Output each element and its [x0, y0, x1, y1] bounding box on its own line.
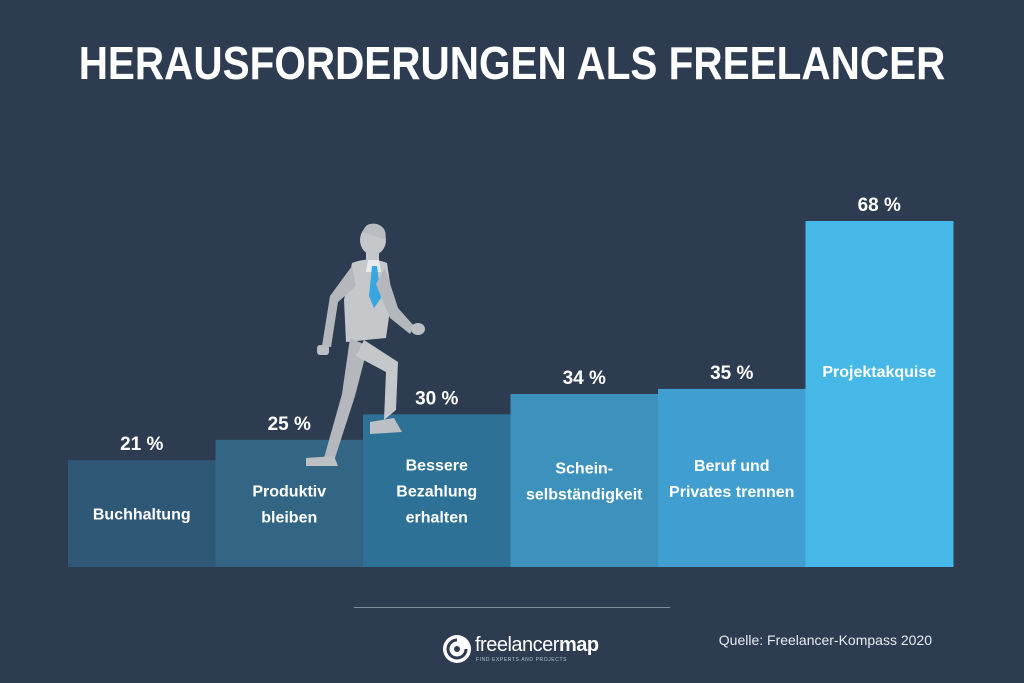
value-label-5: 35 % — [710, 363, 753, 384]
source-note: Quelle: Freelancer-Kompass 2020 — [718, 632, 932, 648]
chart-title: HERAUSFORDERUNGEN ALS FREELANCER — [78, 37, 946, 89]
category-label-line: Bezahlung — [396, 484, 477, 501]
category-label-line: Bessere — [406, 458, 468, 475]
category-label-line: Privates trennen — [669, 484, 794, 501]
freelancermap-logo-icon — [443, 635, 471, 663]
category-label-2: Produktiv bleiben — [252, 483, 326, 526]
value-label-6: 68 % — [858, 195, 901, 216]
category-labels-group: Buchhaltung Produktiv bleiben Bessere Bezahl… — [93, 364, 936, 527]
walking-businessman-illustration — [306, 223, 425, 466]
category-label-line: selbständigkeit — [526, 487, 643, 504]
category-label-line: Produktiv — [252, 483, 326, 500]
logo-name-bold: map — [558, 634, 599, 656]
category-label-6: Projektakquise — [822, 364, 936, 381]
bar-1 — [68, 460, 216, 567]
logo-wordmark: freelancermap — [475, 634, 599, 657]
divider-line — [354, 607, 670, 608]
category-label-4: Schein-selbständigkeit — [526, 461, 643, 504]
value-label-3: 30 % — [415, 388, 458, 409]
value-label-1: 21 % — [120, 434, 163, 455]
value-label-4: 34 % — [563, 368, 606, 389]
category-label-5: Beruf und Privates trennen — [669, 458, 794, 501]
category-label-line: Beruf und — [694, 458, 770, 475]
category-label-line: bleiben — [261, 509, 317, 526]
freelancermap-logo[interactable]: freelancermap FIND EXPERTS AND PROJECTS — [442, 632, 599, 668]
category-label-line: erhalten — [406, 510, 468, 527]
bar-5 — [658, 388, 806, 567]
value-label-2: 25 % — [268, 414, 311, 435]
category-label-line: Schein- — [555, 461, 613, 478]
bar-2 — [215, 439, 364, 567]
bar-6 — [805, 221, 954, 567]
bar-3 — [363, 414, 511, 567]
category-label-3: Bessere Bezahlung erhalten — [396, 458, 477, 527]
category-label-1: Buchhaltung — [93, 507, 191, 524]
category-label-line: Buchhaltung — [93, 507, 191, 524]
bar-4 — [510, 394, 659, 567]
category-label-line: Projektakquise — [822, 364, 936, 381]
bars-group — [68, 221, 954, 567]
value-labels-group: 21 % 25 % 30 % 34 % 35 % 68 % — [120, 195, 901, 455]
logo-name-regular: freelancer — [475, 634, 559, 656]
logo-tagline: FIND EXPERTS AND PROJECTS — [476, 657, 568, 663]
